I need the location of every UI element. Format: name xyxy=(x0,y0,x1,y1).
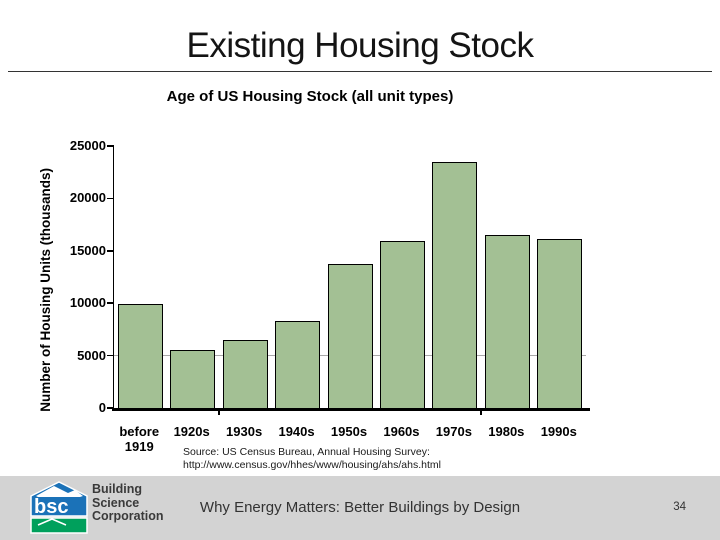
source-line-2: http://www.census.gov/hhes/www/housing/a… xyxy=(183,458,441,471)
x-axis-tick-0 xyxy=(218,410,220,415)
source-line-1: Source: US Census Bureau, Annual Housing… xyxy=(183,446,430,458)
y-tick-label-15000: 15000 xyxy=(69,242,106,258)
bar-1990s xyxy=(537,239,583,408)
chart-title: Age of US Housing Stock (all unit types) xyxy=(166,88,454,105)
y-tick-label-20000: 20000 xyxy=(69,190,106,206)
bar-1960s xyxy=(379,241,425,408)
footer-bar: bsc Building Science Corporation Why Ene… xyxy=(0,476,720,540)
x-tick-label-1950s: 1950s xyxy=(330,424,368,439)
logo-mountain-shape xyxy=(36,486,83,497)
logo-abbr: bsc xyxy=(34,496,68,518)
y-tick-25000 xyxy=(107,145,114,147)
y-tick-5000 xyxy=(107,354,114,357)
x-tick-label-1940s: 1940s xyxy=(278,424,315,439)
y-tick-label-5000: 5000 xyxy=(77,347,106,363)
x-tick-label-1970s: 1970s xyxy=(435,424,472,439)
bar-1970s xyxy=(432,161,478,408)
bar-chart: Age of US Housing Stock (all unit types)… xyxy=(35,82,695,476)
bar-1950s xyxy=(327,264,373,408)
logo-green-band xyxy=(30,517,88,534)
logo-word-science: Science xyxy=(92,495,140,510)
page-number: 34 xyxy=(673,501,686,513)
y-axis-label: Number of Housing Units (thousands) xyxy=(37,168,53,412)
bar-1930s xyxy=(222,339,268,408)
title-divider xyxy=(8,71,712,72)
x-axis-line xyxy=(112,408,590,411)
page-title: Existing Housing Stock xyxy=(186,26,534,65)
y-tick-20000 xyxy=(107,197,114,200)
x-tick-label-1990s: 1990s xyxy=(540,424,577,439)
y-tick-label-25000: 25000 xyxy=(69,138,106,153)
logo-green-peak xyxy=(37,518,67,526)
x-tick-label-before-1919: before 1919 xyxy=(119,424,160,454)
y-tick-label-0: 0 xyxy=(98,400,106,415)
footer-title: Why Energy Matters: Better Buildings by … xyxy=(199,499,521,516)
bar-1940s xyxy=(275,321,321,408)
logo-word-building: Building xyxy=(92,482,142,496)
x-tick-label-1980s: 1980s xyxy=(488,424,525,439)
bsc-logo: bsc xyxy=(30,481,88,534)
y-tick-15000 xyxy=(107,250,114,252)
plot-area xyxy=(107,145,586,409)
logo-word-corporation: Corporation xyxy=(92,509,164,523)
y-tick-label-10000: 10000 xyxy=(69,295,106,311)
x-tick-label-1960s: 1960s xyxy=(383,424,420,439)
x-axis-tick-1 xyxy=(480,410,482,415)
bar-1920s xyxy=(170,350,216,408)
bar-before-1919 xyxy=(117,304,163,408)
y-tick-0 xyxy=(107,407,114,409)
x-tick-label-1930s: 1930s xyxy=(226,424,263,439)
x-tick-label-1920s: 1920s xyxy=(173,424,210,439)
source-note: Source: US Census Bureau, Annual Housing… xyxy=(183,446,441,471)
logo-house-shape xyxy=(30,481,88,517)
logo-wordmark: Building Science Corporation xyxy=(92,482,164,524)
y-tick-10000 xyxy=(107,302,114,304)
bar-1980s xyxy=(484,235,530,408)
